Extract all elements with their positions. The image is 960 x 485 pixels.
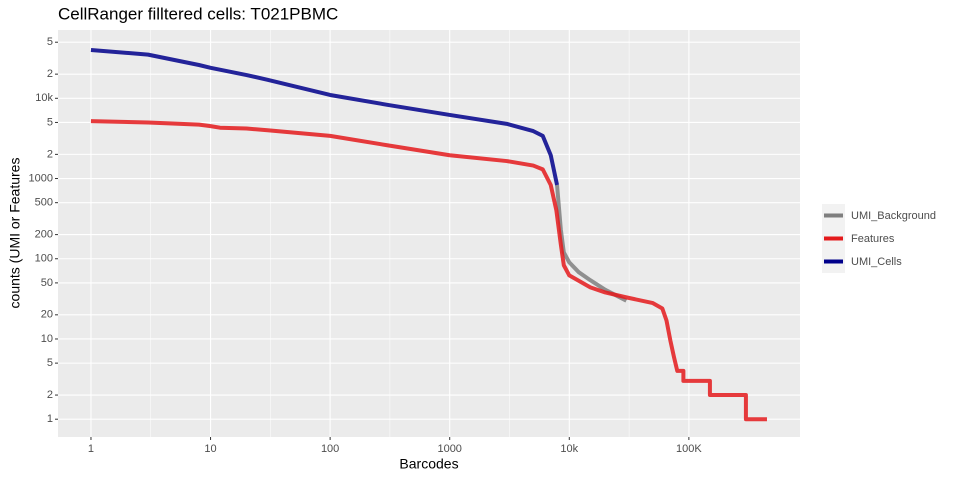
x-tick-label: 1 xyxy=(88,443,94,455)
y-tick-label: 5 xyxy=(47,357,53,369)
x-tick-label: 10 xyxy=(204,443,216,455)
y-tick-label: 1000 xyxy=(29,172,53,184)
y-tick-label: 20 xyxy=(41,309,53,321)
x-tick-label: 100K xyxy=(676,443,702,455)
y-tick-label: 500 xyxy=(35,197,53,209)
legend-label: Features xyxy=(851,233,895,245)
y-tick-label: 200 xyxy=(35,229,53,241)
y-tick-label: 5 xyxy=(47,36,53,48)
legend-label: UMI_Background xyxy=(851,210,936,222)
x-tick-label: 10k xyxy=(560,443,578,455)
grid xyxy=(58,30,800,437)
chart-title: CellRanger filltered cells: T021PBMC xyxy=(58,4,338,23)
x-axis-label: Barcodes xyxy=(399,456,458,472)
y-tick-label: 50 xyxy=(41,277,53,289)
y-tick-label: 10k xyxy=(35,92,53,104)
series-line xyxy=(90,47,559,186)
x-tick-label: 100 xyxy=(321,443,339,455)
y-tick-label: 1 xyxy=(47,413,53,425)
y-tick-label: 5 xyxy=(47,116,53,128)
y-tick-label: 2 xyxy=(47,68,53,80)
series-line xyxy=(90,119,767,422)
y-axis-label: counts (UMI or Features xyxy=(7,158,23,309)
legend-label: UMI_Cells xyxy=(851,256,902,268)
y-tick-label: 10 xyxy=(41,333,53,345)
x-tick-label: 1000 xyxy=(437,443,461,455)
lines xyxy=(90,47,767,422)
y-tick-label: 100 xyxy=(35,253,53,265)
y-tick-label: 2 xyxy=(47,389,53,401)
y-tick-label: 2 xyxy=(47,148,53,160)
